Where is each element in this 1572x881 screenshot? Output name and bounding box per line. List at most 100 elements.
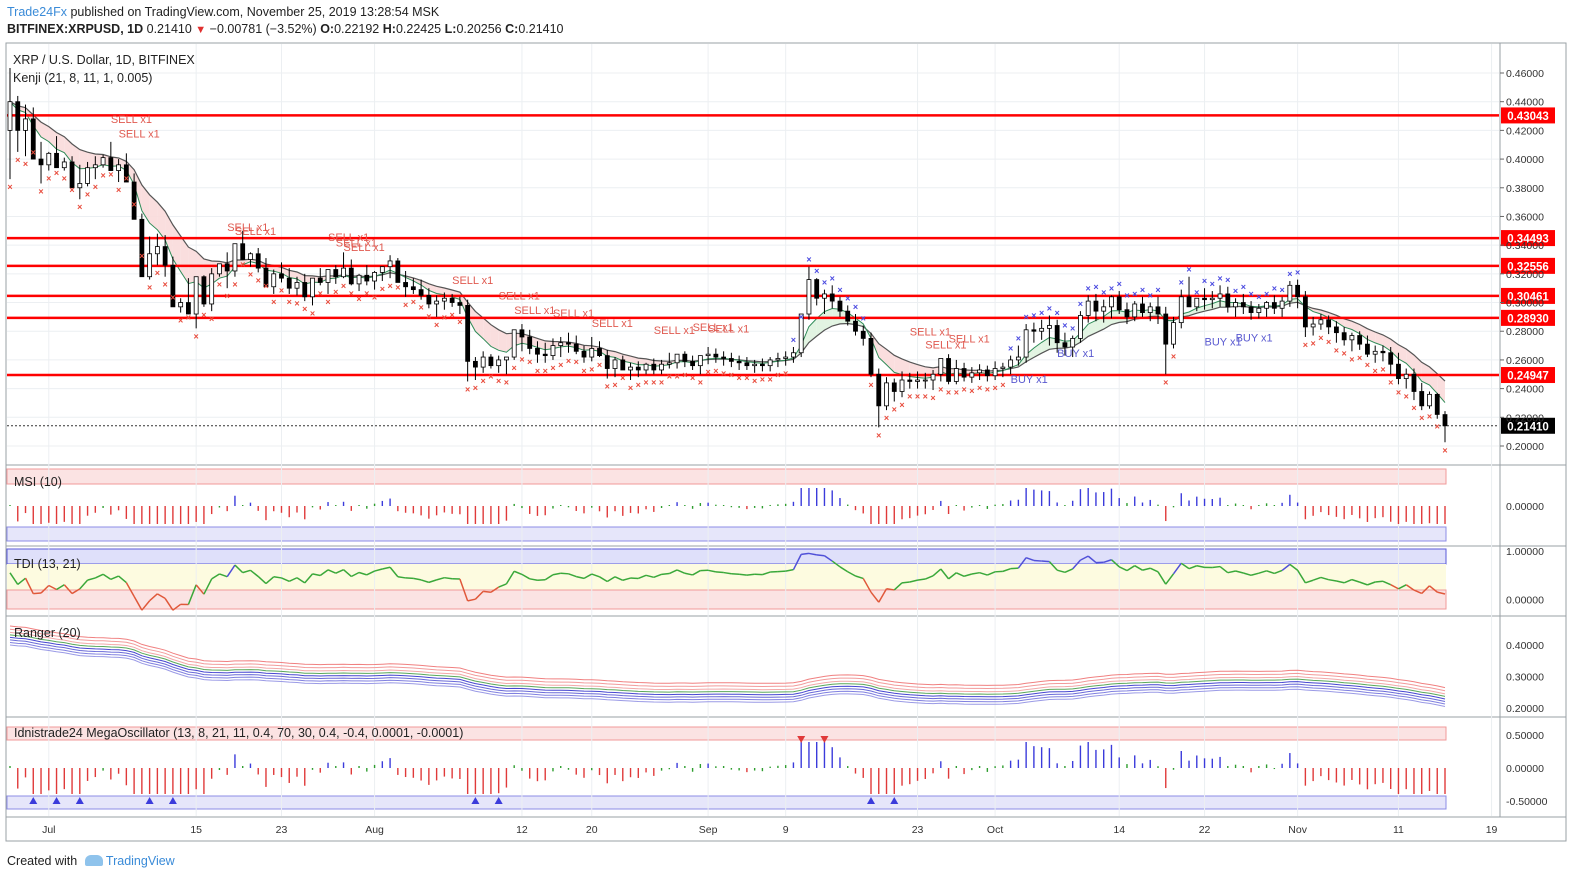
signal-x-marker: × — [279, 285, 284, 295]
candle-body — [217, 263, 222, 275]
signal-x-marker: × — [543, 366, 548, 376]
mega-buy-triangle — [890, 797, 899, 804]
candle-body — [457, 302, 463, 306]
kenji-cloud-segment — [808, 318, 817, 343]
x-tick-label: 20 — [586, 824, 598, 836]
signal-x-marker: × — [496, 376, 501, 386]
tdi-segment — [870, 591, 880, 603]
tdi-segment — [1421, 585, 1431, 594]
tdi-segment — [281, 577, 290, 582]
sub-y-tick-label: -0.50000 — [1506, 796, 1548, 808]
signal-x-marker: × — [356, 294, 361, 304]
tdi-segment — [118, 575, 127, 584]
kenji-cloud-segment — [64, 136, 73, 163]
tdi-segment — [257, 575, 267, 585]
tradingview-link[interactable]: TradingView — [105, 854, 175, 868]
signal-x-marker: × — [349, 288, 354, 298]
candle-body — [108, 157, 114, 171]
tdi-segment — [676, 569, 686, 574]
kenji-cloud-segment — [902, 358, 910, 377]
candle-body — [30, 118, 36, 160]
tdi-segment — [792, 554, 802, 571]
kenji-cloud-segment — [1375, 331, 1383, 346]
candle-body — [674, 353, 680, 364]
signal-x-marker: × — [46, 174, 51, 184]
tdi-segment — [886, 587, 895, 591]
msi-histogram — [9, 488, 1446, 524]
signal-x-marker: × — [1342, 349, 1347, 359]
publish-line: Trade24Fx published on TradingView.com, … — [7, 5, 439, 19]
tdi-segment — [606, 576, 616, 583]
level-label: 0.30461 — [1507, 291, 1549, 303]
signal-x-marker: × — [985, 384, 990, 394]
tdi-segment — [327, 569, 337, 574]
tdi-segment — [762, 571, 771, 576]
sub-y-tick-label: 0.30000 — [1506, 672, 1544, 684]
candle-body — [372, 272, 377, 282]
candle-body — [1186, 296, 1192, 308]
kenji-cloud-segment — [490, 324, 499, 351]
tdi-segment — [1343, 578, 1353, 584]
tdi-segment — [195, 584, 205, 595]
kenji-cloud-segment — [1367, 328, 1376, 343]
candle-body — [248, 253, 253, 260]
candle-body — [558, 342, 564, 346]
signal-x-marker: × — [23, 159, 28, 169]
tdi-segment — [234, 564, 244, 574]
publisher-link[interactable]: Trade24Fx — [7, 5, 67, 19]
tdi-segment — [971, 571, 980, 575]
tdi-segment — [1235, 570, 1244, 574]
tdi-segment — [125, 582, 135, 597]
candle-body — [728, 358, 734, 362]
signal-x-marker: × — [861, 313, 866, 323]
signal-x-marker: × — [1186, 265, 1191, 275]
close-value: 0.21410 — [518, 22, 564, 36]
signal-x-marker: × — [814, 266, 819, 276]
candle-body — [302, 282, 308, 298]
tdi-segment — [24, 577, 34, 595]
signal-label: SELL x1 — [235, 226, 276, 238]
tdi-segment — [335, 568, 344, 574]
tdi-segment — [1180, 562, 1190, 570]
tdi-segment — [692, 569, 701, 576]
candle-body — [891, 382, 897, 392]
signal-x-marker: × — [830, 273, 835, 283]
signal-x-marker: × — [1148, 291, 1153, 301]
tdi-segment — [249, 569, 259, 578]
kenji-cloud-segment — [413, 277, 422, 286]
signal-x-marker: × — [69, 185, 74, 195]
signal-label: SELL x1 — [499, 291, 540, 303]
signal-label: SELL x1 — [708, 324, 749, 336]
tdi-segment — [1305, 579, 1314, 584]
candle-body — [930, 373, 936, 381]
ranger-title: Ranger (20) — [14, 626, 81, 640]
tdi-segment — [987, 571, 996, 576]
tdi-upper-band — [6, 548, 1447, 565]
candle-body — [542, 353, 548, 357]
candle-body — [1047, 325, 1052, 329]
ranger-line — [9, 644, 1446, 707]
signal-label: BUY x1 — [1011, 374, 1048, 386]
tdi-segment — [1266, 570, 1275, 575]
signal-x-marker: × — [1000, 380, 1005, 390]
tdi-segment — [1126, 565, 1136, 572]
signal-x-marker: × — [946, 387, 951, 397]
tdi-segment — [1172, 562, 1182, 575]
candle-body — [441, 297, 447, 302]
ranger-line — [9, 636, 1446, 700]
signal-x-marker: × — [667, 372, 672, 382]
tdi-segment — [552, 572, 561, 576]
signal-x-marker: × — [100, 171, 105, 181]
candle-body — [85, 167, 90, 184]
kenji-title: Kenji (21, 8, 11, 1, 0.005) — [13, 71, 152, 85]
signal-x-marker: × — [217, 280, 222, 290]
candle-body — [837, 300, 843, 312]
signal-x-marker: × — [574, 357, 579, 367]
signal-x-marker: × — [938, 384, 943, 394]
signal-x-marker: × — [1047, 303, 1052, 313]
ranger-line — [9, 642, 1446, 705]
candle-body — [15, 101, 21, 131]
candle-body — [61, 161, 67, 169]
signal-x-marker: × — [721, 369, 726, 379]
